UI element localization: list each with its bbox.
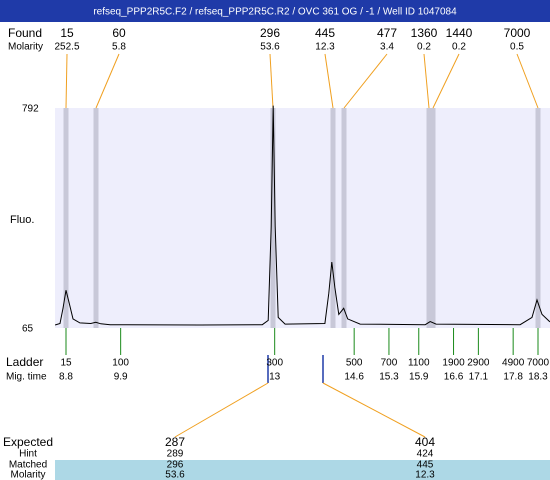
mig-time: 13 (269, 372, 281, 383)
ladder-size: 500 (346, 358, 363, 369)
ladder-size: 700 (381, 358, 398, 369)
y-tick-label: 65 (22, 324, 34, 335)
peak-band (63, 108, 69, 328)
found-molarity: 53.6 (260, 42, 280, 53)
mig-time: 16.6 (444, 372, 464, 383)
ladder-size: 15 (60, 358, 72, 369)
mig-label: Mig. time (6, 372, 47, 383)
ladder-size: 300 (266, 358, 283, 369)
row-label: Matched (9, 460, 47, 471)
row-value: 424 (417, 449, 434, 460)
plot-area (55, 108, 550, 328)
found-label: Found (8, 26, 42, 40)
trace (54, 105, 550, 326)
row-value: 287 (165, 435, 185, 449)
peak-band (535, 108, 541, 328)
found-size: 60 (112, 26, 126, 40)
connector (269, 53, 274, 109)
mig-time: 15.3 (379, 372, 399, 383)
found-size: 15 (60, 26, 74, 40)
ladder-label: Ladder (6, 355, 43, 369)
connector (432, 53, 460, 109)
ladder-size: 4900 (502, 358, 525, 369)
ladder-size: 1900 (442, 358, 465, 369)
mig-time: 17.8 (503, 372, 523, 383)
row-label: Expected (3, 435, 53, 449)
connector (343, 53, 388, 109)
mig-time: 8.8 (59, 372, 73, 383)
y-tick-label: 792 (22, 104, 39, 115)
title-bar (0, 0, 550, 22)
row-value: 445 (417, 460, 434, 471)
connector (95, 53, 120, 109)
row-value: 53.6 (165, 470, 185, 480)
found-size: 296 (260, 26, 280, 40)
mig-time: 9.9 (114, 372, 128, 383)
found-molarity: 0.2 (417, 42, 431, 53)
found-molarity: 0.5 (510, 42, 524, 53)
connector (423, 53, 430, 109)
found-size: 477 (377, 26, 397, 40)
mig-time: 15.9 (409, 372, 429, 383)
ladder-size: 100 (112, 358, 129, 369)
found-molarity: 3.4 (380, 42, 394, 53)
found-molarity: 0.2 (452, 42, 466, 53)
matched-background (55, 460, 550, 480)
found-size: 445 (315, 26, 335, 40)
mig-time: 14.6 (344, 372, 364, 383)
peak-band (93, 108, 99, 328)
peak-band (341, 108, 347, 328)
found-molarity: 252.5 (54, 42, 79, 53)
ladder-size: 1100 (408, 358, 430, 369)
found-molarity: 5.8 (112, 42, 126, 53)
connector (324, 53, 334, 109)
ladder-size: 7000 (527, 358, 550, 369)
mig-time: 18.3 (528, 372, 548, 383)
peak-band (430, 108, 436, 328)
found-size: 7000 (504, 26, 531, 40)
row-label: Molarity (10, 470, 45, 480)
found-size: 1360 (411, 26, 438, 40)
ladder-size: 2900 (467, 358, 490, 369)
connector (174, 382, 269, 438)
row-value: 296 (167, 460, 184, 471)
mig-time: 17.1 (469, 372, 489, 383)
peak-band (426, 108, 432, 328)
molarity-label: Molarity (8, 42, 43, 53)
connector (65, 53, 68, 109)
row-value: 12.3 (415, 470, 435, 480)
row-label: Hint (19, 449, 37, 460)
title: refseq_PPP2R5C.F2 / refseq_PPP2R5C.R2 / … (93, 7, 457, 18)
connector (516, 53, 539, 109)
peak-band (330, 108, 336, 328)
connector (322, 382, 426, 438)
row-value: 289 (167, 449, 184, 460)
found-size: 1440 (446, 26, 473, 40)
y-label: Fluo. (10, 214, 34, 226)
found-molarity: 12.3 (315, 42, 335, 53)
row-value: 404 (415, 435, 435, 449)
peak-band (270, 108, 276, 328)
